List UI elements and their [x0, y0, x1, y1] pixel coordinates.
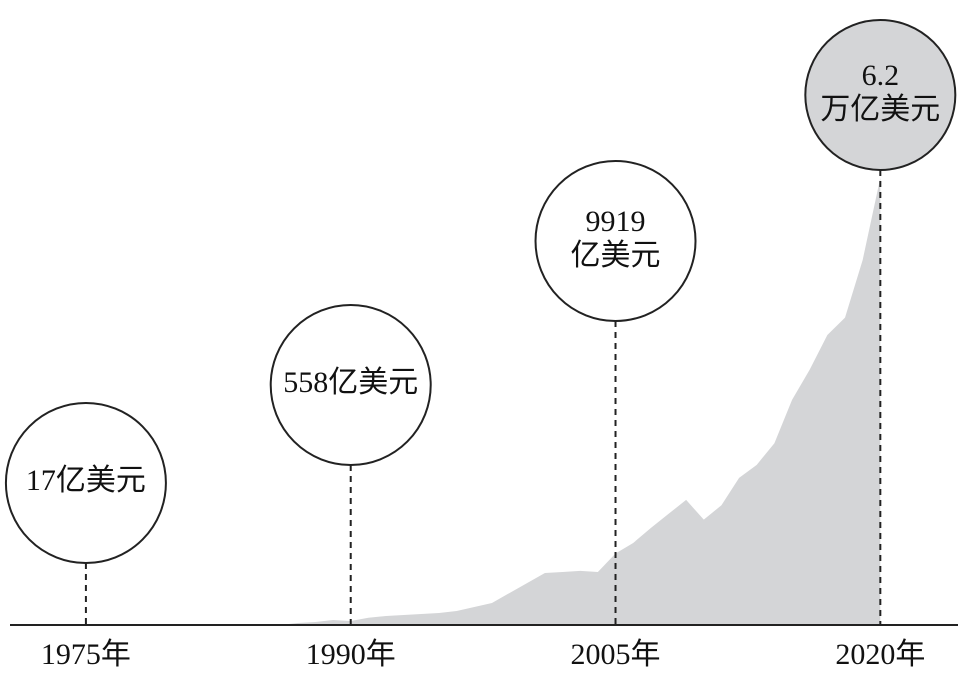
annotation-label: 558亿美元: [283, 366, 418, 399]
x-tick-label: 1990年: [306, 638, 396, 671]
annotation-label: 17亿美元: [26, 464, 146, 497]
annotation-circle: [269, 304, 432, 466]
x-tick-label: 2005年: [571, 638, 661, 671]
area: [280, 177, 881, 625]
annotation-label: 6.2: [862, 59, 900, 92]
annotation-circle: [534, 160, 697, 322]
annotation-label: 9919: [586, 205, 646, 238]
x-tick-label: 1975年: [41, 638, 131, 671]
annotation-label: 万亿美元: [820, 93, 940, 126]
annotation-circle: [4, 402, 167, 564]
annotation-label: 亿美元: [571, 239, 661, 272]
x-tick-label: 2020年: [835, 638, 925, 671]
annotation-circle: [804, 19, 957, 171]
